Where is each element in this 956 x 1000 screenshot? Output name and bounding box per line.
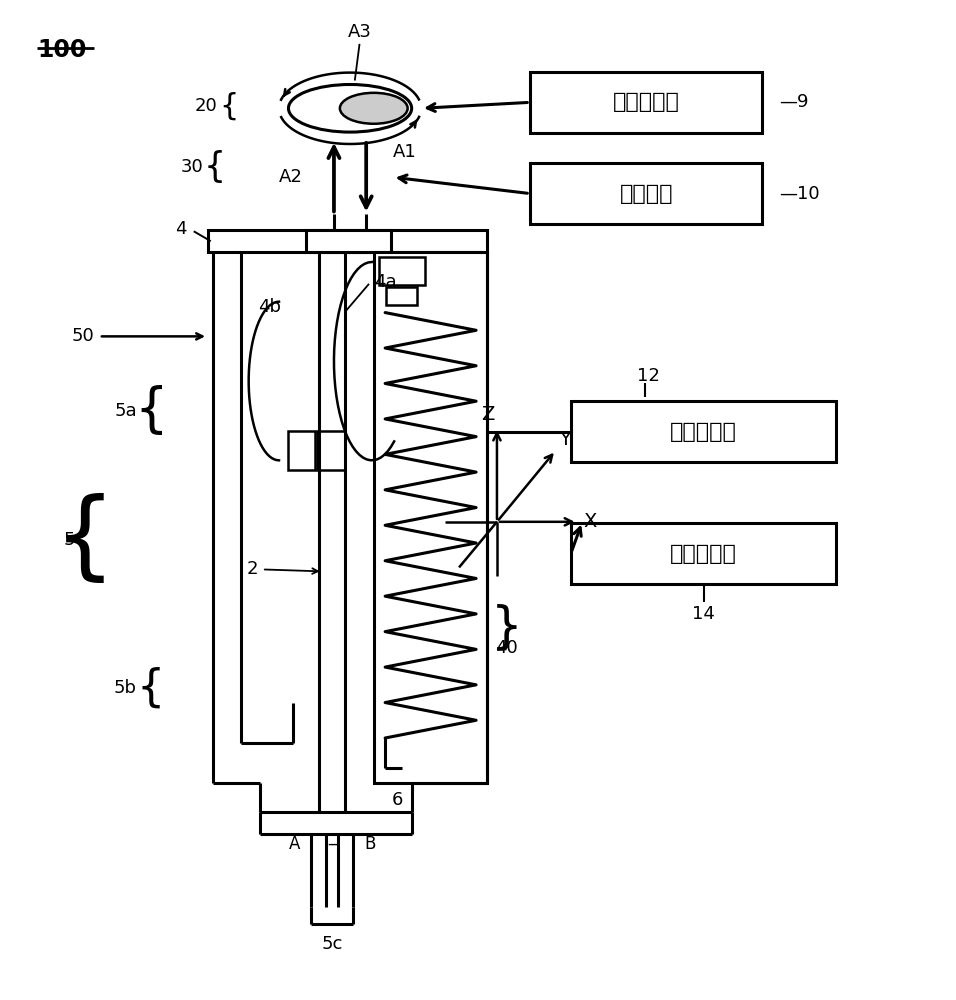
- Text: 14: 14: [692, 605, 715, 623]
- Text: {: {: [134, 385, 168, 437]
- Text: 2: 2: [247, 560, 258, 578]
- Text: 40: 40: [495, 639, 518, 657]
- Text: 5c: 5c: [321, 935, 343, 953]
- Bar: [386, 287, 418, 305]
- Text: Z: Z: [481, 405, 494, 424]
- Text: 5b: 5b: [114, 679, 137, 697]
- Text: 20: 20: [195, 97, 217, 115]
- Bar: [571, 401, 836, 462]
- Bar: [571, 523, 836, 584]
- Ellipse shape: [289, 84, 412, 132]
- Text: {: {: [204, 150, 226, 184]
- Bar: [316, 431, 345, 470]
- Bar: [289, 431, 315, 470]
- Text: }: }: [490, 603, 522, 651]
- Text: 轴控制部: 轴控制部: [619, 184, 673, 204]
- Text: -: -: [331, 835, 337, 853]
- Text: {: {: [137, 667, 165, 710]
- Text: —10: —10: [779, 185, 820, 203]
- Text: 4: 4: [175, 220, 186, 238]
- Text: A: A: [289, 835, 300, 853]
- Ellipse shape: [340, 93, 407, 124]
- Text: 6: 6: [392, 791, 403, 809]
- Text: 5: 5: [64, 531, 76, 549]
- Text: 移动控制部: 移动控制部: [670, 544, 737, 564]
- Text: 30: 30: [181, 158, 204, 176]
- Text: {: {: [219, 92, 238, 121]
- Bar: [531, 72, 762, 133]
- Text: 4a: 4a: [374, 273, 397, 291]
- Text: 5a: 5a: [114, 402, 137, 420]
- Bar: [306, 230, 391, 252]
- Text: Y: Y: [559, 430, 571, 449]
- Text: 旋转控制部: 旋转控制部: [613, 92, 680, 112]
- Text: 12: 12: [638, 367, 660, 385]
- Text: 4b: 4b: [258, 298, 281, 316]
- Bar: [207, 230, 488, 252]
- Text: —9: —9: [779, 93, 809, 111]
- Text: {: {: [54, 493, 116, 586]
- Bar: [380, 257, 424, 285]
- Text: A3: A3: [348, 23, 372, 41]
- Text: 100: 100: [37, 38, 87, 62]
- Text: 50: 50: [72, 327, 95, 345]
- Text: 温度控制部: 温度控制部: [670, 422, 737, 442]
- Text: A1: A1: [393, 143, 417, 161]
- Text: B: B: [364, 835, 376, 853]
- Bar: [531, 163, 762, 224]
- Bar: [374, 252, 488, 783]
- Text: -: -: [327, 835, 333, 853]
- Text: A2: A2: [279, 168, 303, 186]
- Text: X: X: [583, 512, 597, 531]
